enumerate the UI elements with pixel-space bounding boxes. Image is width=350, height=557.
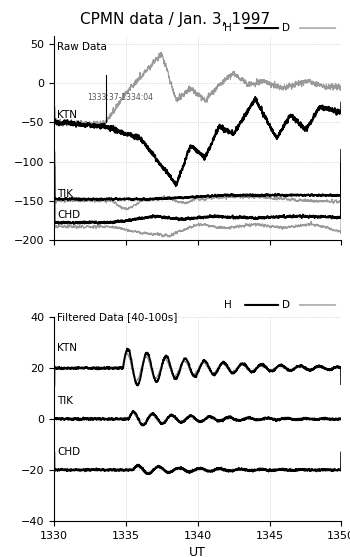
Text: Filtered Data [40-100s]: Filtered Data [40-100s] [57,312,177,322]
Text: CHD: CHD [57,210,80,220]
Text: D: D [282,23,289,33]
Text: 1333:37-1334:04: 1333:37-1334:04 [87,92,153,101]
Text: TIK: TIK [57,396,73,406]
Text: CPMN data / Jan. 3, 1997: CPMN data / Jan. 3, 1997 [80,12,270,27]
Text: KTN: KTN [57,110,77,120]
Text: D: D [282,300,289,310]
X-axis label: UT: UT [189,546,206,557]
Text: CHD: CHD [57,447,80,457]
Text: KTN: KTN [57,343,77,353]
Text: Raw Data: Raw Data [57,42,107,52]
Text: H: H [224,23,232,33]
Text: TIK: TIK [57,189,73,199]
Text: H: H [224,300,232,310]
